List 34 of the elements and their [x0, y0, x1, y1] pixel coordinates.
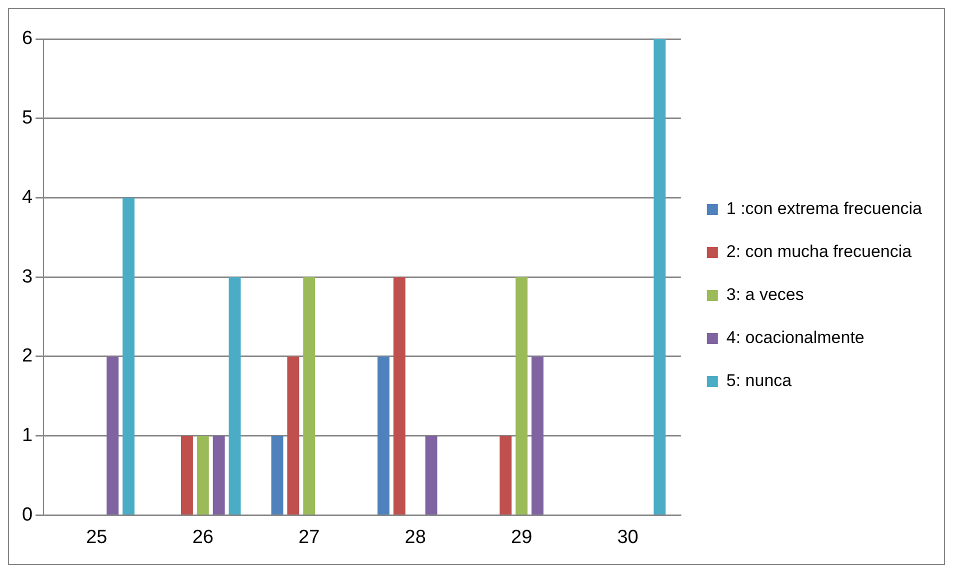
bar [500, 436, 512, 514]
legend-label: 4: ocacionalmente [726, 328, 864, 348]
bar [654, 39, 666, 514]
y-tick-label: 2 [22, 346, 33, 367]
legend-label: 3: a veces [726, 285, 804, 304]
bar [516, 277, 528, 514]
bar [287, 356, 300, 514]
bar [228, 277, 241, 514]
legend-label: 2: con mucha frecuencia [726, 242, 912, 262]
bar [378, 356, 390, 514]
y-tick-label: 3 [22, 266, 33, 288]
bar [425, 436, 438, 514]
bar [393, 277, 406, 514]
y-tick-label: 6 [22, 28, 33, 50]
x-tick-label: 30 [617, 526, 638, 548]
x-tick-label: 26 [192, 526, 214, 548]
y-tick-label: 0 [22, 504, 33, 526]
bar [106, 356, 119, 514]
bar [271, 436, 284, 514]
bar [303, 277, 316, 514]
bar [180, 436, 193, 514]
bar [122, 198, 135, 514]
x-tick-label: 29 [510, 526, 532, 548]
bar [196, 436, 209, 514]
y-tick-label: 5 [22, 108, 33, 129]
y-tick-label: 1 [22, 425, 33, 446]
legend-label: 5: nunca [726, 371, 792, 390]
bar [532, 356, 544, 514]
y-tick-label: 4 [22, 186, 33, 208]
x-tick-label: 28 [404, 526, 426, 548]
x-tick-label: 25 [86, 526, 108, 548]
legend-label: 1 :con extrema frecuencia [726, 199, 923, 218]
bar [212, 436, 225, 514]
x-tick-label: 27 [298, 526, 320, 548]
